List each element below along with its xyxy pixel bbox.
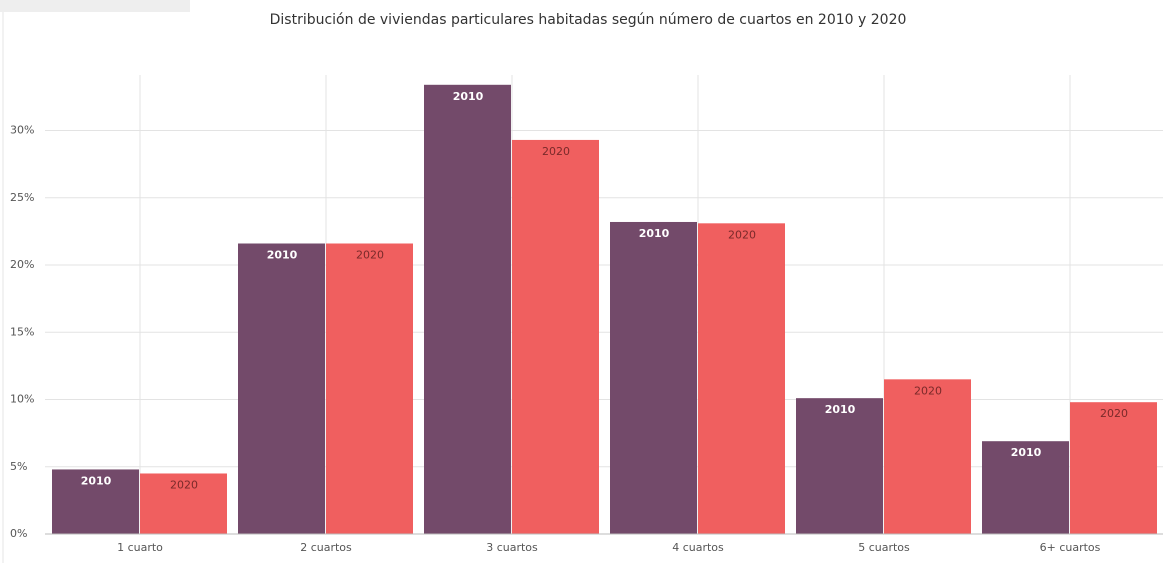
x-tick-label: 5 cuartos [858, 541, 910, 554]
y-tick-label: 30% [10, 124, 34, 137]
bar-label: 2010 [1011, 446, 1042, 459]
bar [52, 469, 139, 534]
y-tick-label: 25% [10, 191, 34, 204]
bar [326, 243, 413, 534]
bar [982, 441, 1069, 534]
y-tick-label: 0% [10, 527, 27, 540]
bar-label: 2020 [1100, 407, 1128, 420]
top-tab [0, 0, 190, 12]
bar-label: 2020 [356, 248, 384, 261]
bar-label: 2020 [728, 228, 756, 241]
bar-label: 2010 [267, 248, 298, 261]
x-tick-label: 3 cuartos [486, 541, 538, 554]
bar-label: 2010 [825, 403, 856, 416]
y-tick-label: 20% [10, 258, 34, 271]
bar [512, 139, 599, 535]
bar [884, 379, 971, 534]
chart-title: Distribución de viviendas particulares h… [270, 12, 907, 28]
x-tick-label: 4 cuartos [672, 541, 724, 554]
y-tick-label: 10% [10, 393, 34, 406]
bar-label: 2020 [170, 478, 198, 491]
x-tick-label: 2 cuartos [300, 541, 352, 554]
x-tick-label: 6+ cuartos [1040, 541, 1101, 554]
bar [610, 221, 697, 534]
bar-label: 2010 [453, 90, 484, 103]
bar [1070, 402, 1157, 534]
bar [424, 84, 511, 535]
bar-label: 2010 [81, 474, 112, 487]
bar [238, 243, 325, 534]
bar-label: 2020 [542, 145, 570, 158]
bar-label: 2010 [639, 227, 670, 240]
y-tick-label: 15% [10, 325, 34, 338]
bar [698, 223, 785, 535]
bar-label: 2020 [914, 384, 942, 397]
y-tick-label: 5% [10, 460, 27, 473]
bar [140, 473, 227, 534]
bar [796, 398, 883, 534]
x-tick-label: 1 cuarto [117, 541, 163, 554]
